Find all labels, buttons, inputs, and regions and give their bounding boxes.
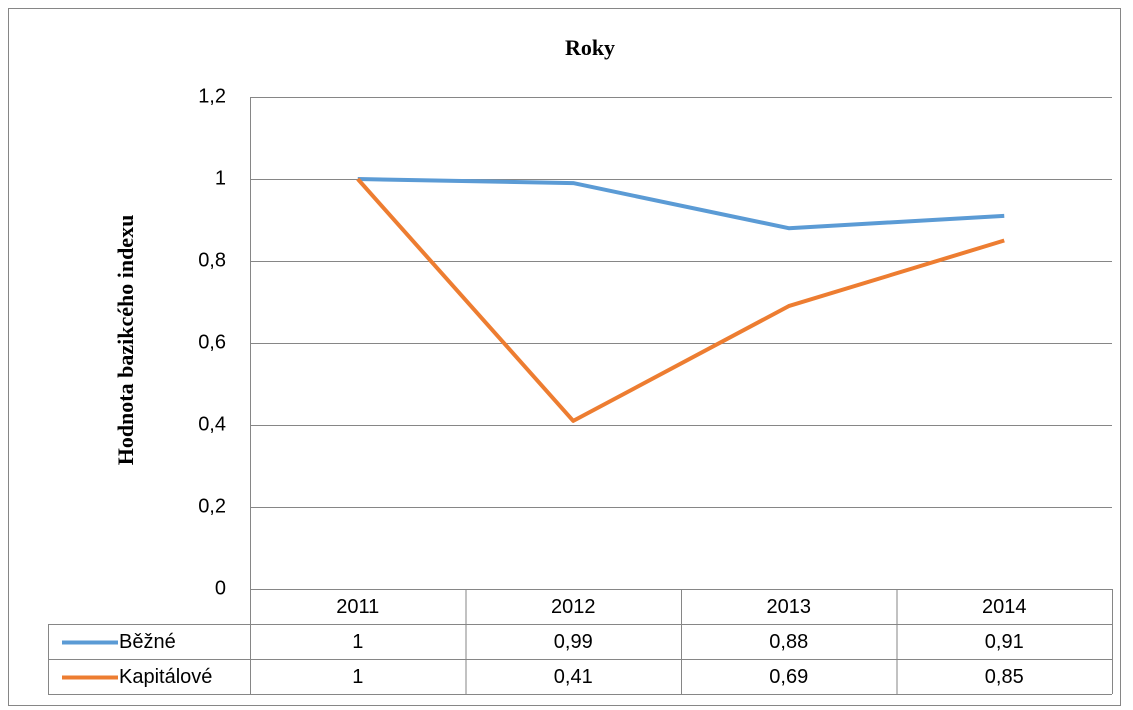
table-value: 0,91 — [985, 631, 1024, 653]
legend-label: Kapitálové — [119, 666, 212, 688]
table-value: 1 — [352, 666, 363, 688]
y-tick-label: 1 — [215, 167, 226, 189]
table-value: 0,88 — [769, 631, 808, 653]
x-tick-label: 2013 — [767, 596, 812, 618]
table-value: 0,99 — [554, 631, 593, 653]
y-tick-label: 0,8 — [198, 249, 226, 271]
y-tick-label: 0,4 — [198, 413, 226, 435]
table-value: 1 — [352, 631, 363, 653]
y-tick-label: 1,2 — [198, 85, 226, 107]
series-line — [357, 177, 1005, 231]
legend-label: Běžné — [119, 631, 176, 653]
y-axis-label: Hodnota bazikcého indexu — [113, 215, 138, 466]
x-tick-label: 2014 — [982, 596, 1027, 618]
y-tick-label: 0 — [215, 577, 226, 599]
y-tick-label: 0,2 — [198, 495, 226, 517]
y-tick-label: 0,6 — [198, 331, 226, 353]
table-value: 0,85 — [985, 666, 1024, 688]
x-tick-label: 2011 — [336, 596, 379, 618]
series-line — [356, 177, 1005, 423]
x-tick-label: 2012 — [551, 596, 596, 618]
table-value: 0,69 — [769, 666, 808, 688]
chart-title: Roky — [565, 35, 615, 60]
table-value: 0,41 — [554, 666, 593, 688]
